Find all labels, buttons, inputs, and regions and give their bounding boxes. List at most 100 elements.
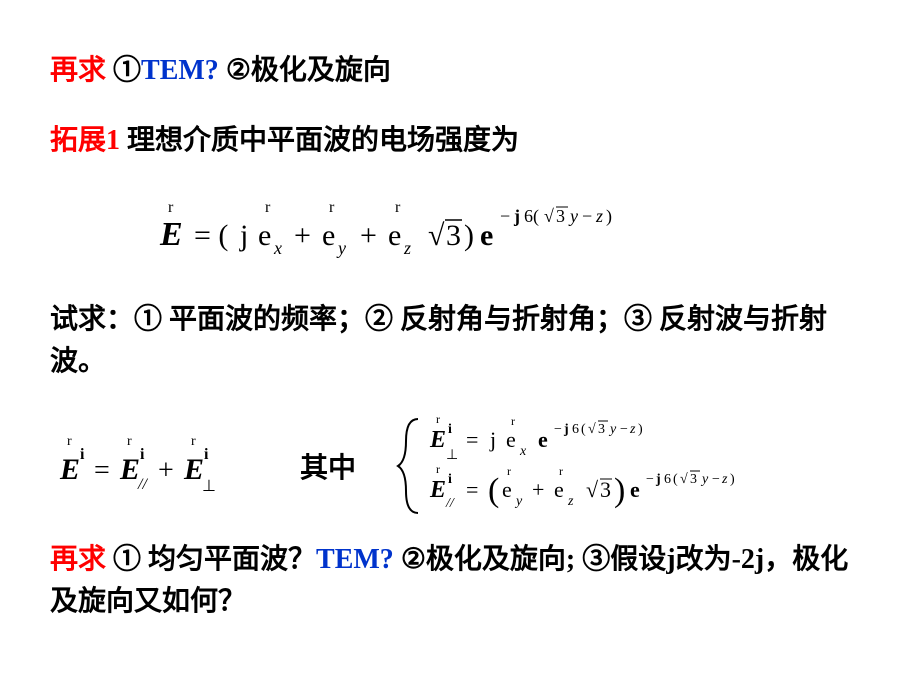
svg-text:+: + xyxy=(532,477,544,502)
line4-tem: TEM? xyxy=(316,544,401,575)
svg-text:(: ( xyxy=(673,472,678,487)
svg-text:e: e xyxy=(554,477,564,502)
svg-text:=: = xyxy=(94,455,110,486)
equation-2-left: E r i = E r i // + E r i ⊥ xyxy=(50,431,260,501)
equation-2-row: E r i = E r i // + E r i ⊥ 其中 xyxy=(50,411,870,521)
svg-text:r: r xyxy=(265,199,271,216)
svg-text:x: x xyxy=(273,238,282,258)
line1-prefix: 再求 xyxy=(50,55,113,86)
equation-1-svg: E r = ( j e r x + e r y + e r z √ xyxy=(150,190,770,270)
svg-text:6: 6 xyxy=(664,472,671,487)
line1-tem: TEM? xyxy=(141,55,226,86)
svg-text:−: − xyxy=(620,422,628,437)
svg-text:y: y xyxy=(514,494,523,509)
svg-text:y: y xyxy=(700,472,709,487)
line2-rest: 理想介质中平面波的电场强度为 xyxy=(127,125,519,156)
line2-prefix: 拓展1 xyxy=(50,125,127,156)
svg-text:r: r xyxy=(559,464,563,478)
svg-text:6: 6 xyxy=(572,422,579,437)
svg-text:e: e xyxy=(258,219,271,252)
line-2: 拓展1 理想介质中平面波的电场强度为 xyxy=(50,120,870,162)
svg-text:3: 3 xyxy=(556,206,565,226)
svg-text:=: = xyxy=(466,477,478,502)
svg-text:i: i xyxy=(204,446,209,463)
svg-text:−: − xyxy=(646,472,654,487)
svg-text:(: ( xyxy=(488,472,499,509)
svg-text:): ) xyxy=(638,422,643,437)
svg-text:e: e xyxy=(502,477,512,502)
svg-text:j: j xyxy=(563,422,569,437)
svg-text:E: E xyxy=(159,216,183,253)
equation-2-middle-label: 其中 xyxy=(300,446,356,486)
line3-text: 试求：① 平面波的频率；② 反射角与折射角；③ 反射波与折射波。 xyxy=(50,304,827,377)
svg-text:j: j xyxy=(489,427,496,452)
svg-text:3: 3 xyxy=(600,477,611,502)
svg-text://: // xyxy=(445,496,455,511)
svg-text:j: j xyxy=(655,472,661,487)
svg-text:√: √ xyxy=(428,219,445,252)
svg-text:3: 3 xyxy=(690,472,697,487)
svg-text:E: E xyxy=(119,453,140,486)
svg-text:i: i xyxy=(448,422,452,437)
svg-text:=: = xyxy=(466,427,478,452)
svg-text:(: ( xyxy=(581,422,586,437)
svg-text:E: E xyxy=(429,477,446,503)
svg-text:+: + xyxy=(158,455,174,486)
svg-text:r: r xyxy=(191,434,196,449)
svg-text:r: r xyxy=(436,462,440,476)
svg-text://: // xyxy=(137,476,148,493)
svg-text:3: 3 xyxy=(446,219,461,252)
svg-text:z: z xyxy=(403,238,411,258)
svg-text:z: z xyxy=(595,206,603,226)
svg-text:√: √ xyxy=(588,422,596,437)
svg-text:r: r xyxy=(395,199,401,216)
svg-text:y: y xyxy=(568,206,578,226)
svg-text:): ) xyxy=(606,206,612,227)
svg-text:r: r xyxy=(511,414,515,428)
svg-text:e: e xyxy=(480,219,493,252)
line-4: 再求 ① 均匀平面波？TEM? ②极化及旋向; ③假设j改为-2j，极化及旋向又… xyxy=(50,539,870,623)
line-1: 再求 ①TEM? ②极化及旋向 xyxy=(50,50,870,92)
svg-text:√: √ xyxy=(586,477,599,502)
svg-text:E: E xyxy=(183,453,204,486)
svg-text:e: e xyxy=(538,427,548,452)
svg-text:−: − xyxy=(582,206,592,226)
svg-text:r: r xyxy=(127,434,132,449)
svg-text:r: r xyxy=(436,412,440,426)
svg-text:⊥: ⊥ xyxy=(202,478,216,495)
line-3: 试求：① 平面波的频率；② 反射角与折射角；③ 反射波与折射波。 xyxy=(50,299,870,383)
svg-text:y: y xyxy=(608,422,617,437)
svg-text:e: e xyxy=(322,219,335,252)
svg-text:z: z xyxy=(629,422,636,437)
svg-text:+: + xyxy=(294,219,311,252)
svg-text:y: y xyxy=(336,238,346,258)
svg-text:r: r xyxy=(67,434,72,449)
svg-text:⊥: ⊥ xyxy=(446,448,458,463)
line4-prefix: 再求 xyxy=(50,544,113,575)
svg-text:3: 3 xyxy=(598,422,605,437)
svg-text:r: r xyxy=(329,199,335,216)
line4-part1: ① 均匀平面波？ xyxy=(113,544,316,575)
svg-text:): ) xyxy=(730,472,735,487)
svg-text:z: z xyxy=(567,494,574,509)
svg-text:x: x xyxy=(519,444,527,459)
svg-text:i: i xyxy=(448,472,452,487)
svg-text:i: i xyxy=(80,446,85,463)
svg-text:E: E xyxy=(59,453,80,486)
svg-text:6(: 6( xyxy=(524,206,539,227)
svg-text:e: e xyxy=(630,477,640,502)
svg-text:): ) xyxy=(464,219,474,252)
svg-text:j: j xyxy=(513,206,520,226)
svg-text:= (: = ( xyxy=(194,219,228,252)
svg-text:j: j xyxy=(239,219,248,252)
svg-text:E: E xyxy=(429,427,446,453)
line1-item2: ②极化及旋向 xyxy=(226,55,391,86)
svg-text:i: i xyxy=(140,446,145,463)
line1-item1: ① xyxy=(113,55,141,86)
svg-text:r: r xyxy=(507,464,511,478)
svg-text:√: √ xyxy=(544,206,554,226)
svg-text:−: − xyxy=(712,472,720,487)
svg-text:e: e xyxy=(506,427,516,452)
svg-text:+: + xyxy=(360,219,377,252)
svg-text:e: e xyxy=(388,219,401,252)
